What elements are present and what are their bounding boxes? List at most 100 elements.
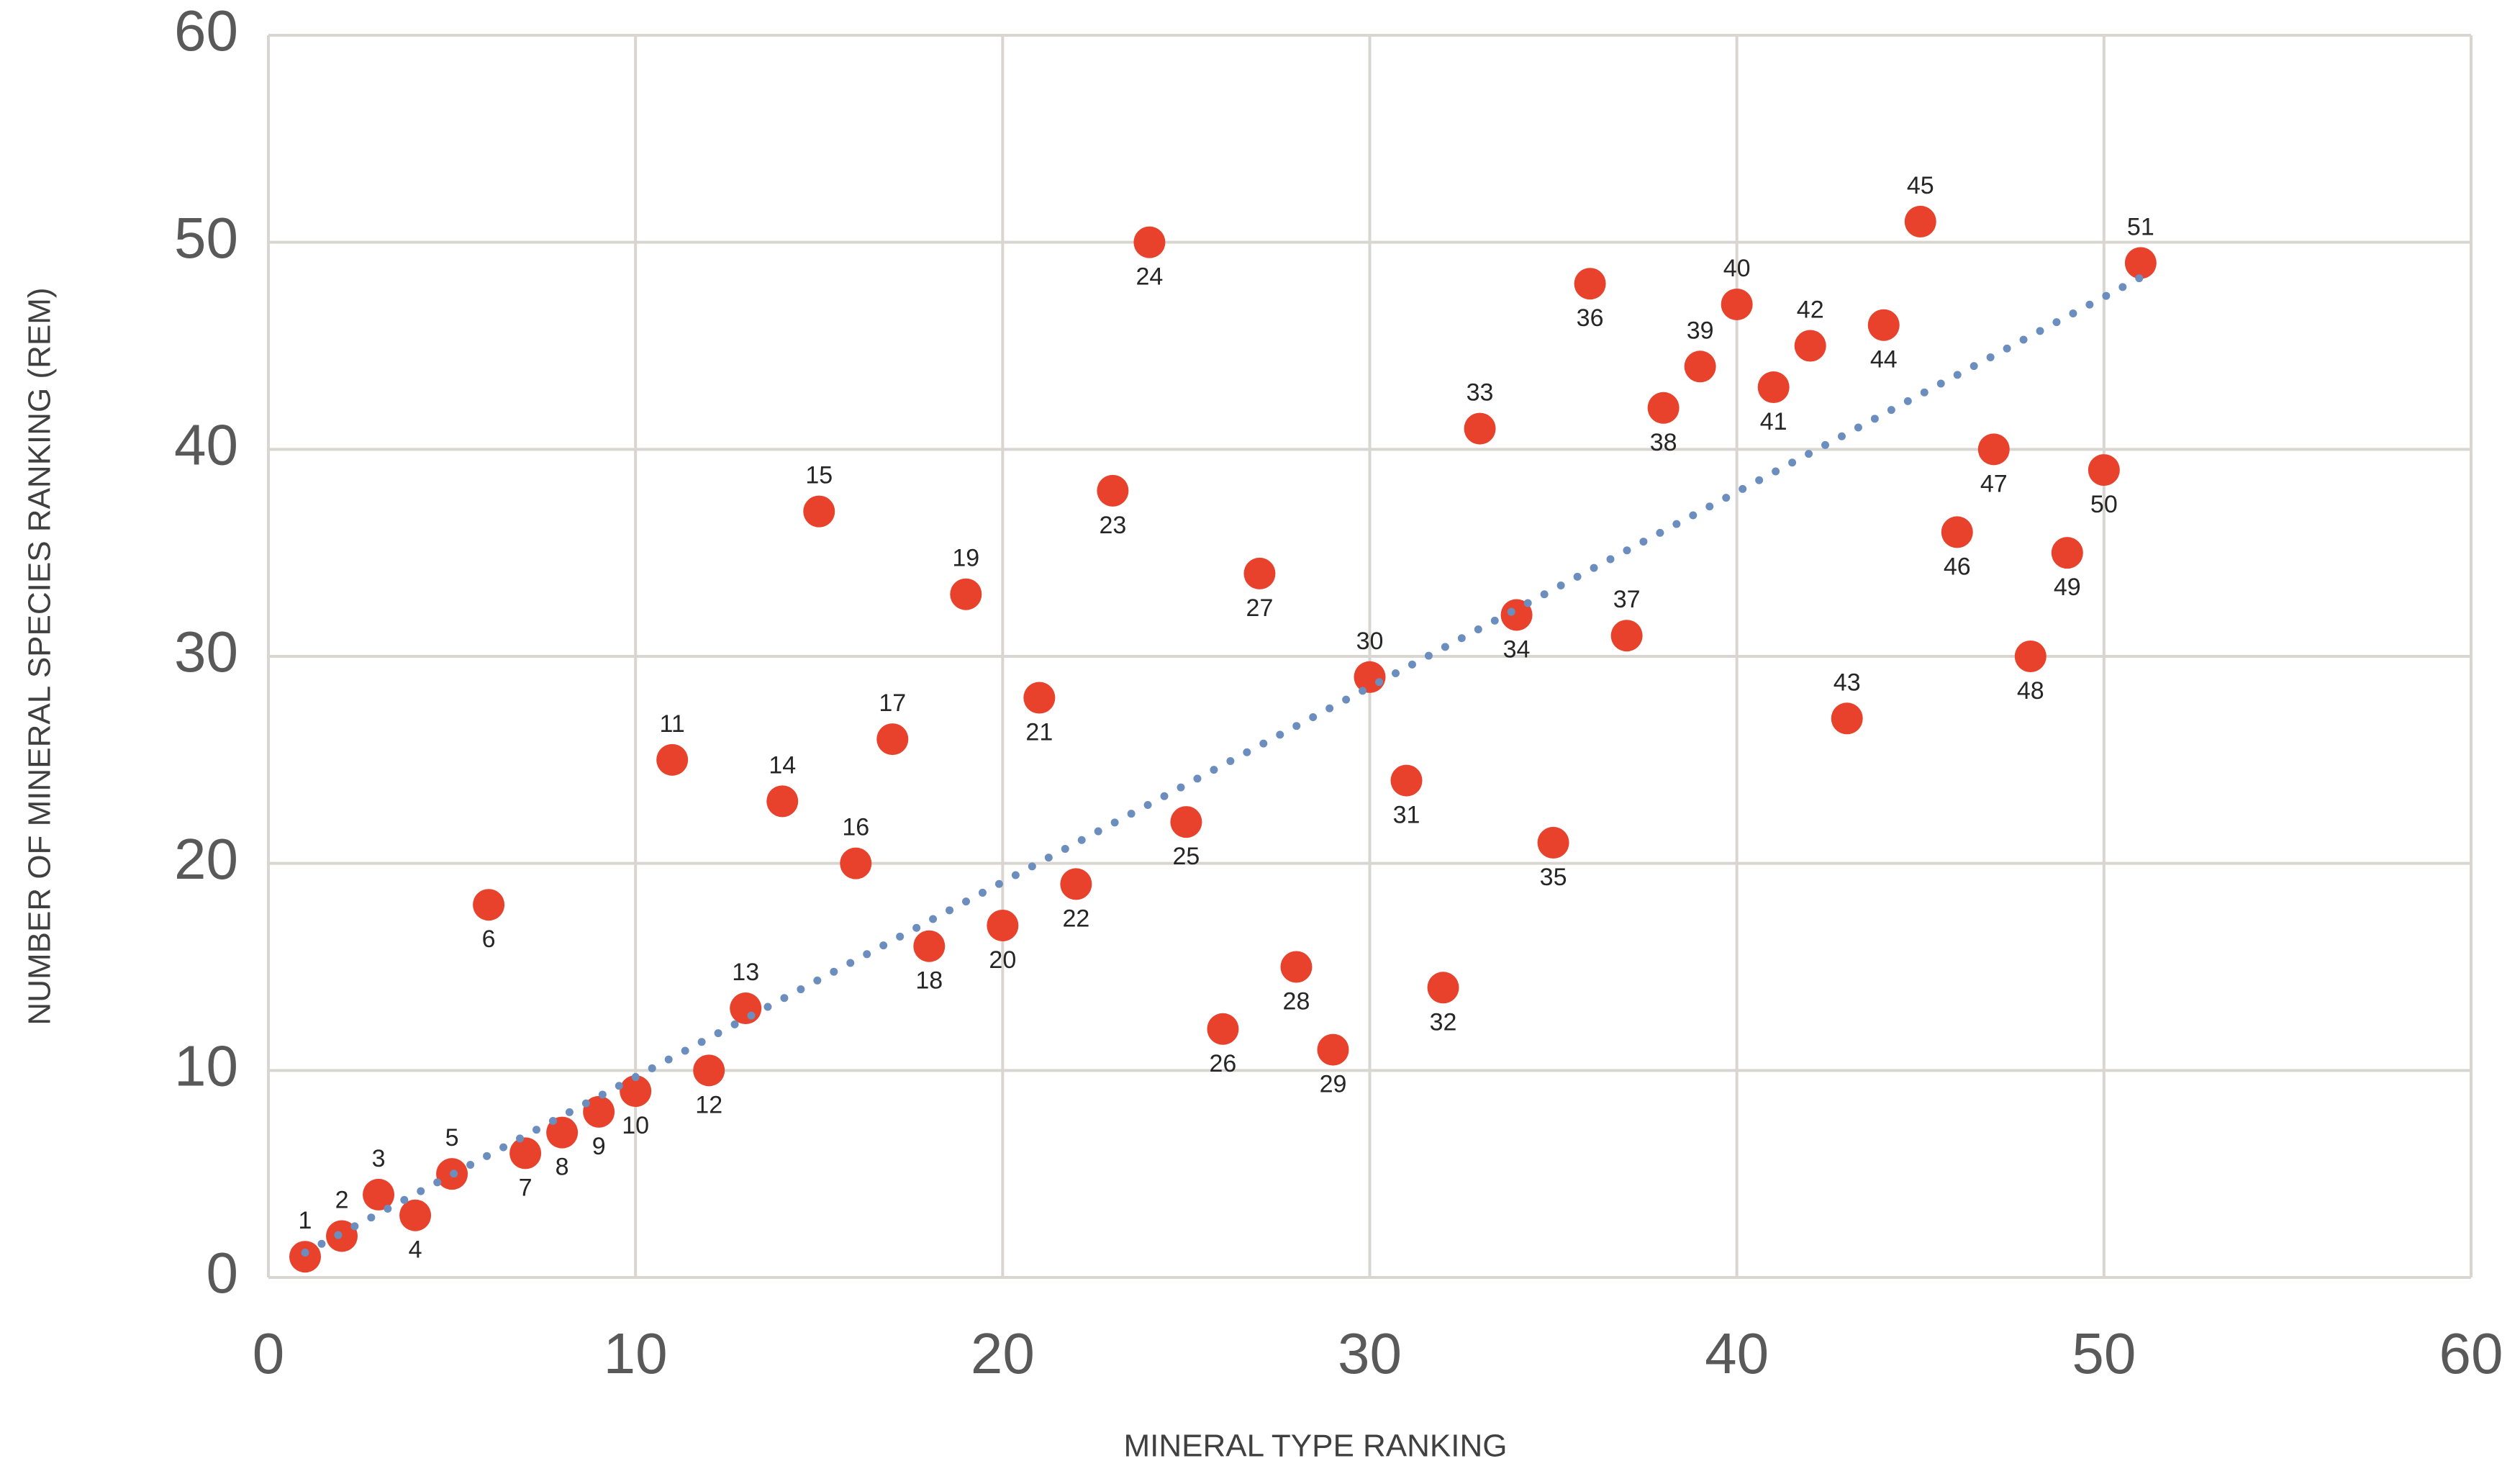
- data-point: [1207, 1013, 1239, 1045]
- point-label: 4: [409, 1236, 422, 1264]
- data-point: [2124, 247, 2157, 279]
- point-label: 28: [1283, 987, 1310, 1015]
- point-label: 14: [769, 751, 796, 779]
- point-label: 18: [915, 967, 943, 995]
- data-point: [2014, 641, 2047, 672]
- point-label: 15: [805, 462, 833, 489]
- data-point: [399, 1199, 432, 1231]
- point-label: 3: [372, 1145, 386, 1172]
- point-label: 51: [2127, 213, 2154, 240]
- data-point: [1867, 309, 1900, 341]
- y-tick-label: 0: [207, 1241, 239, 1305]
- data-point: [913, 930, 946, 962]
- data-point: [1721, 288, 1753, 320]
- point-label: 27: [1246, 594, 1274, 622]
- data-point: [1684, 350, 1716, 383]
- x-axis-title: MINERAL TYPE RANKING: [1123, 1429, 1507, 1464]
- point-label: 29: [1320, 1071, 1347, 1098]
- point-label: 47: [1980, 470, 2008, 497]
- y-tick-label: 20: [174, 827, 238, 891]
- point-label: 19: [952, 545, 979, 572]
- y-tick-label: 50: [174, 206, 238, 270]
- x-tick-label: 10: [604, 1321, 668, 1385]
- point-label: 6: [482, 926, 496, 953]
- point-label: 1: [299, 1207, 312, 1234]
- point-label: 21: [1025, 719, 1053, 746]
- point-label: 35: [1540, 864, 1567, 891]
- point-label: 24: [1136, 263, 1163, 291]
- point-label: 16: [842, 814, 869, 841]
- point-label: 2: [335, 1186, 349, 1213]
- data-point: [1757, 371, 1790, 404]
- point-label: 39: [1687, 317, 1714, 344]
- point-label: 36: [1577, 304, 1604, 332]
- trendline: [301, 273, 2145, 1257]
- point-label: 46: [1944, 553, 1971, 580]
- data-point: [509, 1137, 542, 1169]
- x-tick-label: 20: [971, 1321, 1035, 1385]
- x-tick-label: 50: [2072, 1321, 2136, 1385]
- point-label: 7: [519, 1174, 532, 1201]
- point-label: 41: [1760, 408, 1787, 435]
- x-tick-label: 30: [1338, 1321, 1402, 1385]
- data-point: [1390, 764, 1423, 797]
- point-label: 43: [1834, 669, 1861, 696]
- point-label: 42: [1797, 296, 1824, 323]
- data-point: [289, 1241, 322, 1273]
- point-label: 23: [1099, 512, 1126, 539]
- x-tick-label: 40: [1705, 1321, 1769, 1385]
- data-point: [1427, 972, 1459, 1004]
- data-point: [656, 743, 689, 776]
- data-point: [2051, 537, 2083, 569]
- data-point: [1904, 205, 1936, 237]
- point-label: 11: [660, 710, 685, 738]
- y-tick-label: 10: [174, 1033, 238, 1098]
- point-label: 26: [1210, 1050, 1237, 1077]
- data-point: [1831, 702, 1863, 735]
- point-label: 5: [445, 1124, 459, 1152]
- data-point: [766, 785, 799, 818]
- data-point: [2088, 454, 2120, 487]
- point-label: 12: [695, 1091, 722, 1118]
- data-point: [1537, 826, 1569, 859]
- data-point: [693, 1054, 725, 1087]
- data-point: [1500, 599, 1533, 631]
- data-point: [473, 889, 505, 921]
- point-label: 32: [1430, 1008, 1457, 1036]
- data-point: [840, 847, 872, 879]
- point-label: 49: [2054, 574, 2081, 601]
- data-point: [1647, 392, 1680, 424]
- data-point: [1060, 868, 1092, 900]
- point-label: 50: [2090, 491, 2118, 518]
- data-point: [1610, 620, 1643, 652]
- data-point: [1133, 226, 1166, 258]
- point-label: 9: [592, 1133, 606, 1160]
- point-label: 34: [1503, 635, 1531, 663]
- data-point: [730, 992, 762, 1025]
- data-point: [1977, 433, 2010, 466]
- point-label: 44: [1870, 346, 1898, 374]
- data-point: [1574, 268, 1606, 300]
- data-point: [1317, 1033, 1349, 1066]
- data-point: [803, 495, 835, 528]
- data-point: [876, 723, 909, 756]
- x-tick-label: 0: [253, 1321, 285, 1385]
- data-point: [1794, 330, 1826, 362]
- point-label: 10: [622, 1112, 649, 1139]
- data-point: [1941, 516, 1973, 548]
- point-label: 8: [556, 1154, 569, 1181]
- data-point: [1023, 682, 1056, 714]
- point-label: 48: [2017, 677, 2044, 705]
- point-label: 30: [1356, 628, 1384, 655]
- point-label: 37: [1613, 586, 1641, 613]
- point-label: 13: [732, 959, 759, 986]
- point-label: 40: [1723, 255, 1751, 282]
- data-point: [1280, 951, 1313, 983]
- point-label: 20: [989, 946, 1016, 974]
- point-label: 31: [1393, 802, 1420, 829]
- data-point: [987, 909, 1019, 941]
- data-point: [1170, 806, 1202, 838]
- data-point: [1243, 557, 1276, 589]
- point-label: 22: [1062, 905, 1089, 932]
